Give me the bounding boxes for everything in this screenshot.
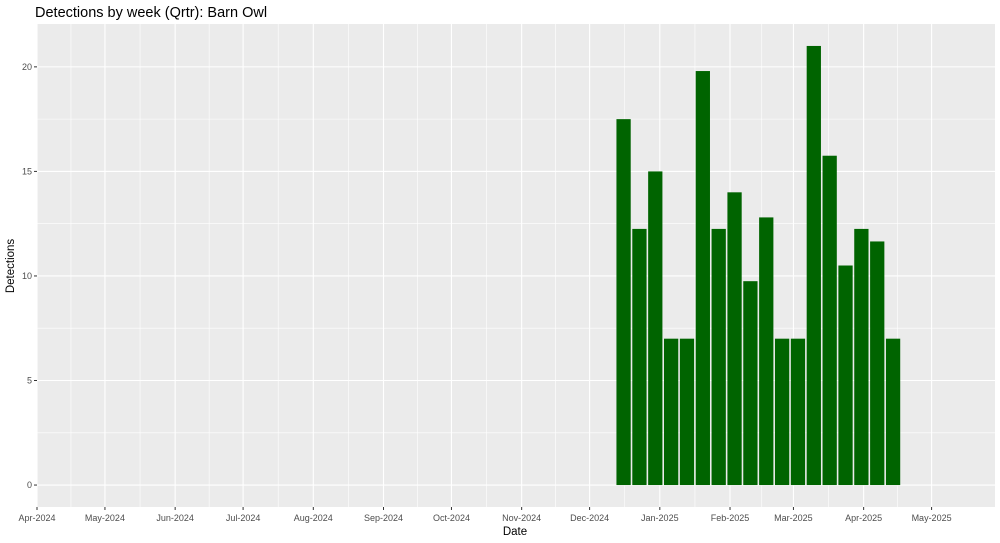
x-tick-label: Aug-2024 [294, 513, 333, 523]
bar [759, 217, 774, 486]
bar [664, 338, 679, 486]
x-tick-label: Mar-2025 [774, 513, 813, 523]
bars [616, 45, 901, 486]
bar [854, 228, 869, 486]
x-tick-label: Nov-2024 [502, 513, 541, 523]
bar [790, 338, 806, 486]
bar [743, 281, 758, 486]
x-tick-label: Apr-2024 [18, 513, 55, 523]
bar [711, 228, 726, 486]
bar [648, 171, 663, 486]
x-tick-label: Jul-2024 [226, 513, 261, 523]
bar [822, 155, 837, 486]
x-tick-label: Oct-2024 [433, 513, 470, 523]
x-tick-label: Jun-2024 [156, 513, 194, 523]
chart-title: Detections by week (Qrtr): Barn Owl [35, 5, 267, 21]
y-tick-label: 0 [27, 480, 32, 490]
bar [727, 192, 742, 486]
x-tick-label: May-2025 [912, 513, 952, 523]
bar [632, 228, 647, 486]
x-axis: Apr-2024 May-2024 Jun-2024 Jul-2024 Aug-2024… [18, 507, 952, 523]
x-tick-label: Apr-2025 [845, 513, 882, 523]
bar [695, 71, 710, 486]
x-tick-label: Dec-2024 [570, 513, 609, 523]
y-axis-title: Detections [5, 239, 17, 294]
x-tick-label: Sep-2024 [364, 513, 403, 523]
bar [838, 265, 853, 486]
x-tick-label: May-2024 [85, 513, 125, 523]
x-axis-title: Date [503, 526, 527, 538]
x-tick-label: Feb-2025 [711, 513, 750, 523]
y-tick-label: 20 [22, 62, 32, 72]
bar [774, 338, 790, 486]
y-axis: 0 5 10 15 20 [22, 62, 37, 490]
bar [806, 45, 821, 486]
bar [885, 338, 901, 486]
bar [870, 241, 885, 486]
x-tick-label: Jan-2025 [641, 513, 679, 523]
y-tick-label: 10 [22, 271, 32, 281]
y-tick-label: 5 [27, 376, 32, 386]
y-tick-label: 15 [22, 166, 32, 176]
bar [616, 119, 631, 486]
bar [679, 338, 695, 486]
